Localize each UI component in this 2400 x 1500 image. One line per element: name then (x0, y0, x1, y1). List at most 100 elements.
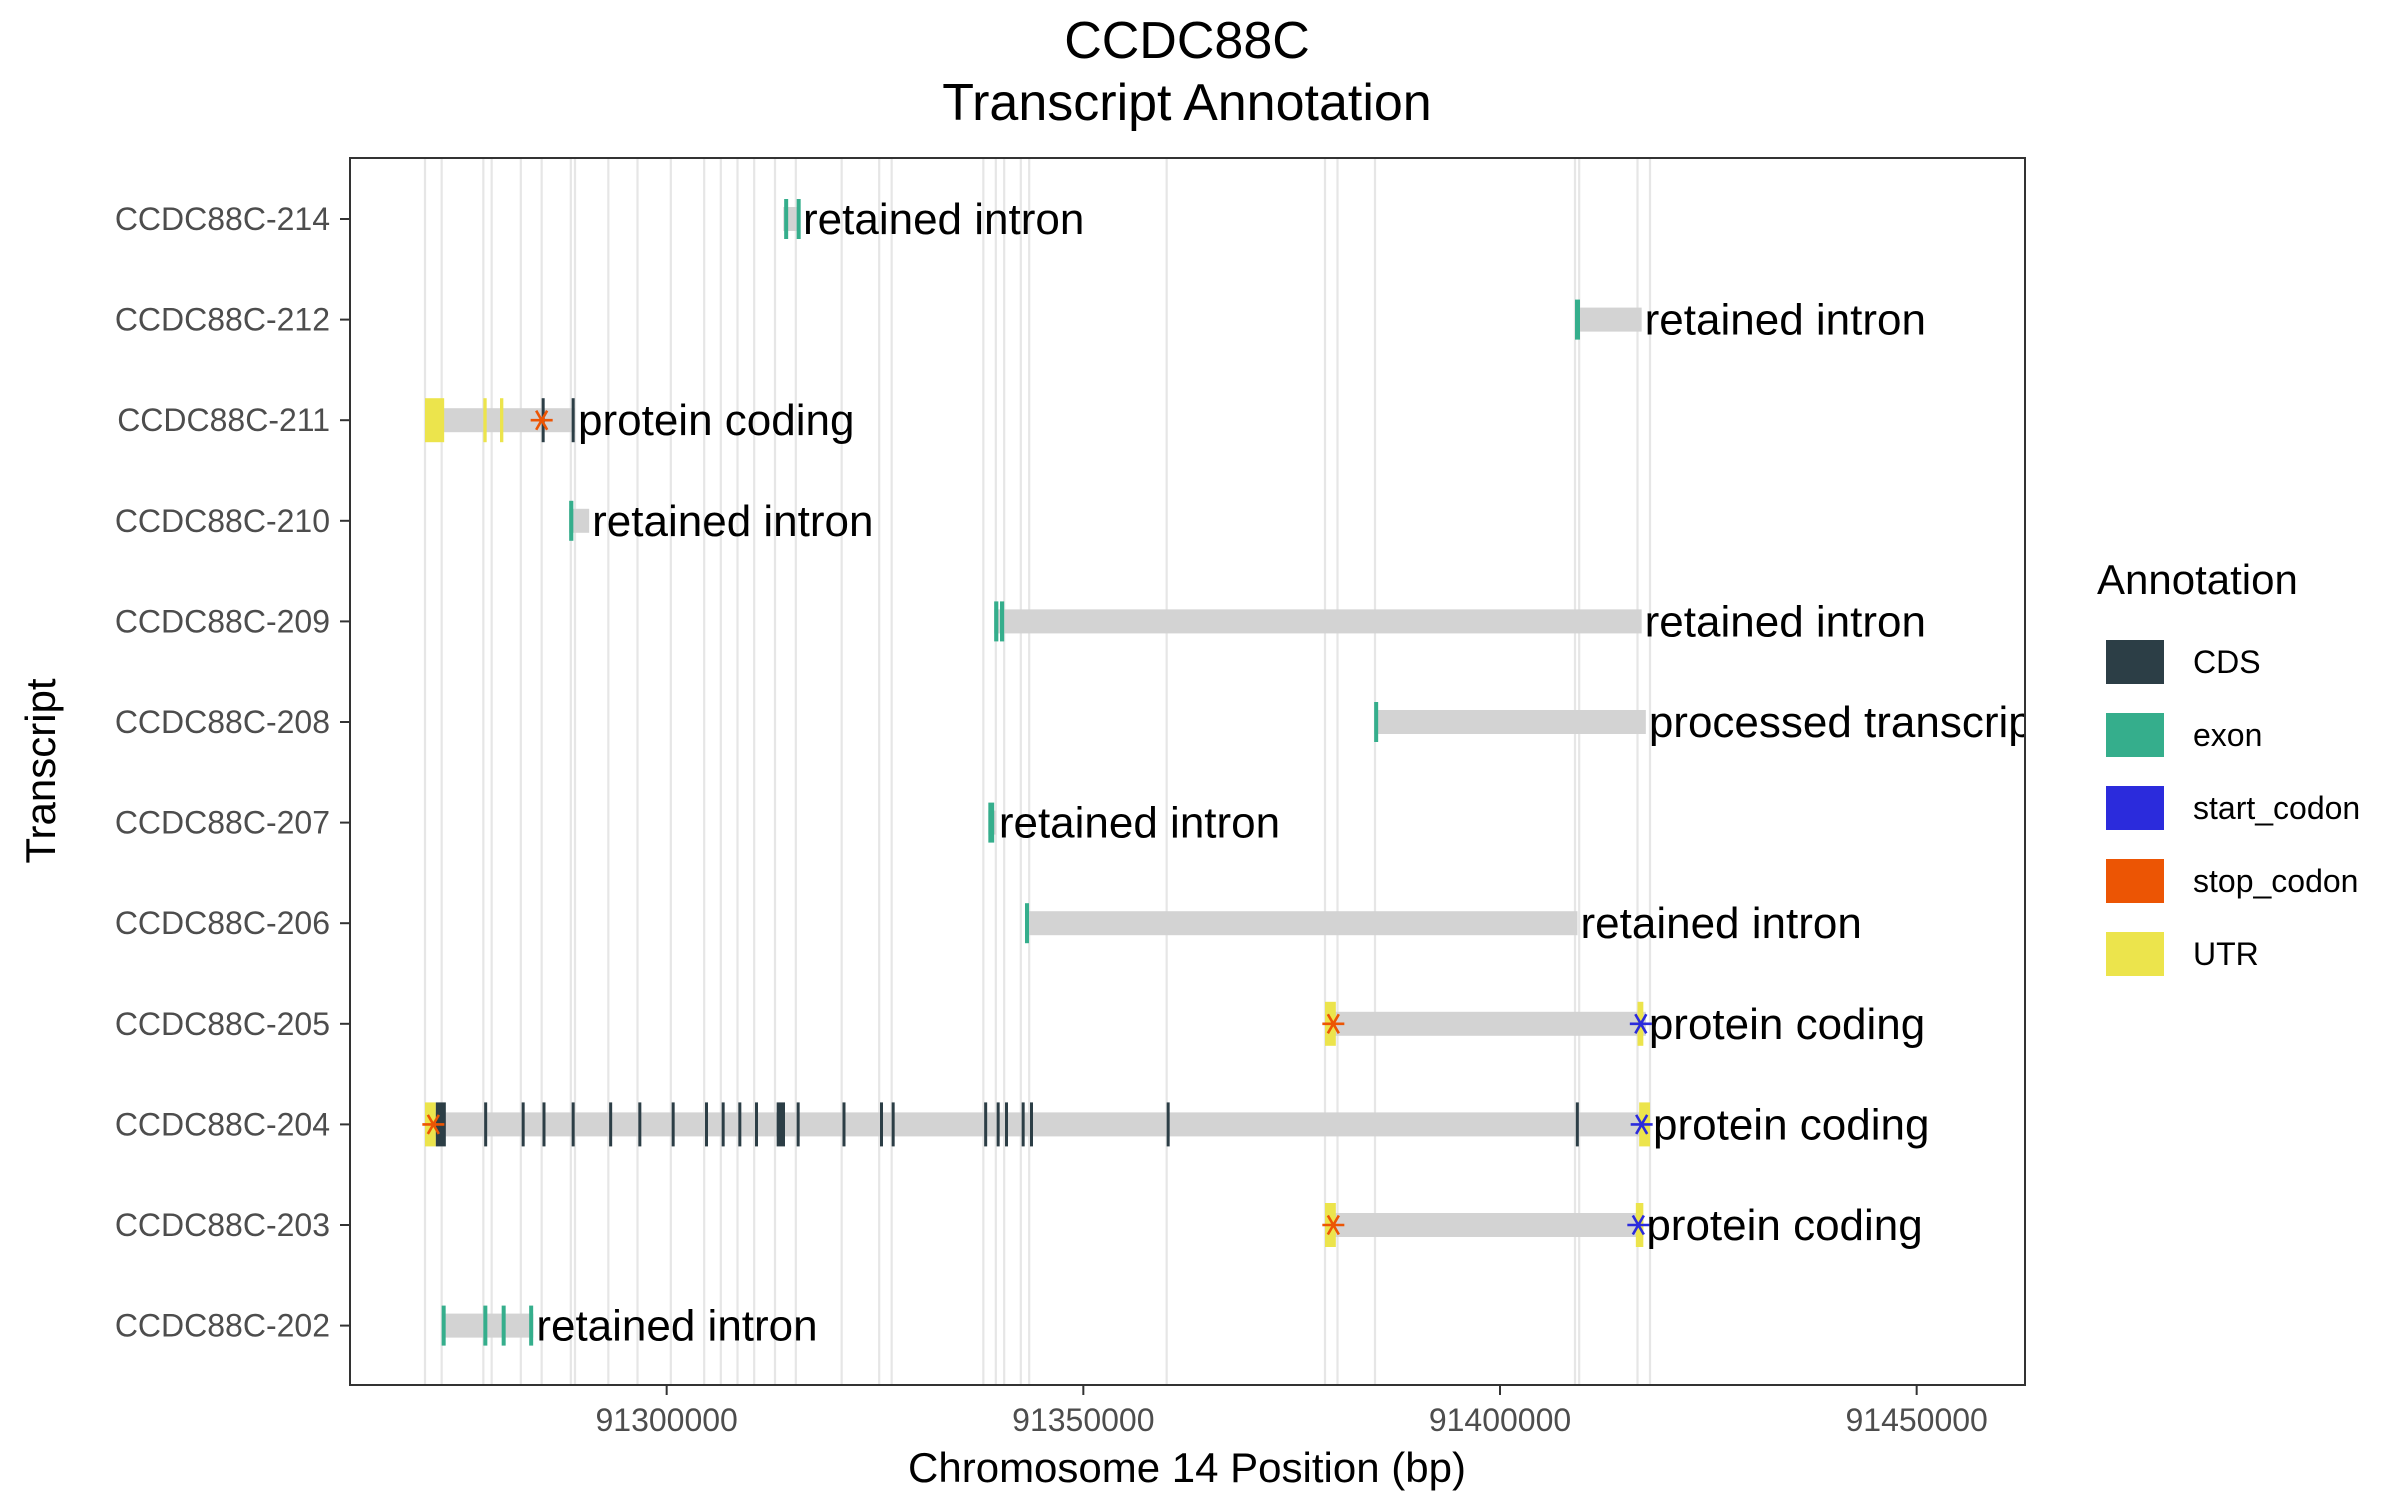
plot-panel (349, 157, 2026, 1386)
legend-swatch (2106, 932, 2164, 976)
transcript-rows: retained intron retained intron protein co… (422, 195, 2025, 1351)
legend-label: CDS (2193, 644, 2261, 680)
transcript-biotype-label: protein coding (578, 396, 854, 445)
cds-block (671, 1102, 675, 1147)
y-axis-title: Transcript (17, 678, 64, 863)
cds-block (484, 1102, 488, 1147)
utr-block (483, 398, 487, 443)
intron-bar (441, 1313, 534, 1338)
x-tick-label: 91350000 (1012, 1402, 1154, 1438)
cds-block (542, 1102, 546, 1147)
cds-block (1005, 1102, 1008, 1147)
cds-block (571, 1102, 575, 1147)
y-tick-label: CCDC88C-211 (117, 402, 330, 438)
intron-bar (1325, 1011, 1646, 1036)
transcript-row: retained intron (994, 597, 1926, 646)
transcript-row: retained intron (783, 195, 1084, 244)
cds-block (609, 1102, 613, 1147)
stop-codon-marker (530, 410, 553, 431)
exon-block (1575, 299, 1580, 340)
intron-bar (1025, 911, 1578, 936)
cds-block (755, 1102, 758, 1147)
codon-marker-stroke (535, 410, 549, 431)
exon-block (483, 1305, 488, 1346)
y-tick-label: CCDC88C-204 (115, 1106, 330, 1142)
x-tick-label: 91300000 (595, 1402, 737, 1438)
exon-block (529, 1305, 534, 1346)
legend-swatch (2106, 859, 2164, 903)
utr-block (425, 398, 445, 443)
transcript-biotype-label: retained intron (592, 497, 873, 546)
transcript-row: retained intron (1025, 899, 1862, 948)
y-tick-label: CCDC88C-207 (115, 805, 330, 841)
y-tick-label: CCDC88C-205 (115, 1006, 330, 1042)
gridlines (423, 159, 1652, 1384)
y-tick-label: CCDC88C-209 (115, 603, 330, 639)
transcript-biotype-label: retained intron (1645, 296, 1926, 345)
transcript-row: protein coding (1322, 1201, 1923, 1250)
cds-block (571, 398, 575, 443)
legend-swatch (2106, 786, 2164, 830)
exon-block (994, 601, 999, 642)
intron-bar (994, 609, 1642, 634)
exon-block (569, 500, 574, 541)
y-tick-label: CCDC88C-206 (115, 905, 330, 941)
transcript-row: processed transcript (1374, 698, 2025, 747)
cds-block (776, 1102, 785, 1147)
start-codon-marker (1629, 1013, 1652, 1034)
transcript-row: protein coding (422, 1100, 1929, 1149)
chart-subtitle: Transcript Annotation (942, 74, 1431, 132)
chart-title: CCDC88C (1064, 12, 1310, 70)
transcript-row: protein coding (425, 396, 854, 445)
transcript-biotype-label: protein coding (1649, 1000, 1925, 1049)
stop-codon-marker (422, 1114, 445, 1135)
codon-marker-stroke (1634, 1013, 1648, 1034)
exon-block (796, 199, 801, 239)
transcript-biotype-label: retained intron (536, 1302, 817, 1351)
intron-bar (1325, 1213, 1644, 1237)
cds-block (1166, 1102, 1170, 1147)
stop-codon-marker (1322, 1013, 1345, 1034)
codon-marker-stroke (1635, 1114, 1649, 1135)
exon-block (1374, 702, 1379, 742)
cds-block (891, 1102, 895, 1147)
cds-block (705, 1102, 708, 1147)
legend: Annotation CDS exon start_codon stop_codon U… (2097, 556, 2360, 976)
x-tick-label: 91450000 (1845, 1402, 1987, 1438)
exon-block (1000, 601, 1005, 642)
cds-block (1021, 1102, 1025, 1147)
codon-marker-stroke (1326, 1013, 1340, 1034)
cds-block (638, 1102, 642, 1147)
y-tick-label: CCDC88C-203 (115, 1207, 330, 1243)
y-tick-label: CCDC88C-214 (115, 201, 330, 237)
transcript-biotype-label: protein coding (1646, 1201, 1922, 1250)
exon-block (501, 1305, 506, 1346)
transcript-row: protein coding (1322, 1000, 1925, 1049)
y-tick-label: CCDC88C-208 (115, 704, 330, 740)
codon-marker-stroke (1631, 1214, 1645, 1236)
legend-label: UTR (2193, 936, 2259, 972)
transcript-biotype-label: retained intron (999, 799, 1280, 848)
utr-block (500, 398, 504, 443)
cds-block (842, 1102, 846, 1147)
exon-block (441, 1305, 446, 1346)
exon-block (988, 802, 995, 843)
exon-block (1025, 903, 1029, 944)
intron-bar (569, 508, 590, 533)
legend-label: exon (2193, 717, 2262, 753)
start-codon-marker (1630, 1114, 1653, 1135)
transcript-biotype-label: retained intron (1645, 597, 1926, 646)
exon-block (784, 199, 789, 239)
transcript-biotype-label: retained intron (803, 195, 1084, 244)
stop-codon-marker (1322, 1214, 1345, 1236)
legend-swatch (2106, 713, 2164, 757)
cds-block (880, 1102, 883, 1147)
intron-bar (1374, 710, 1646, 734)
y-tick-label: CCDC88C-202 (115, 1308, 330, 1344)
transcript-biotype-label: retained intron (1581, 899, 1862, 948)
transcript-row: retained intron (988, 799, 1280, 848)
codon-marker-stroke (426, 1114, 440, 1135)
cds-block (738, 1102, 742, 1147)
legend-label: stop_codon (2193, 863, 2358, 899)
